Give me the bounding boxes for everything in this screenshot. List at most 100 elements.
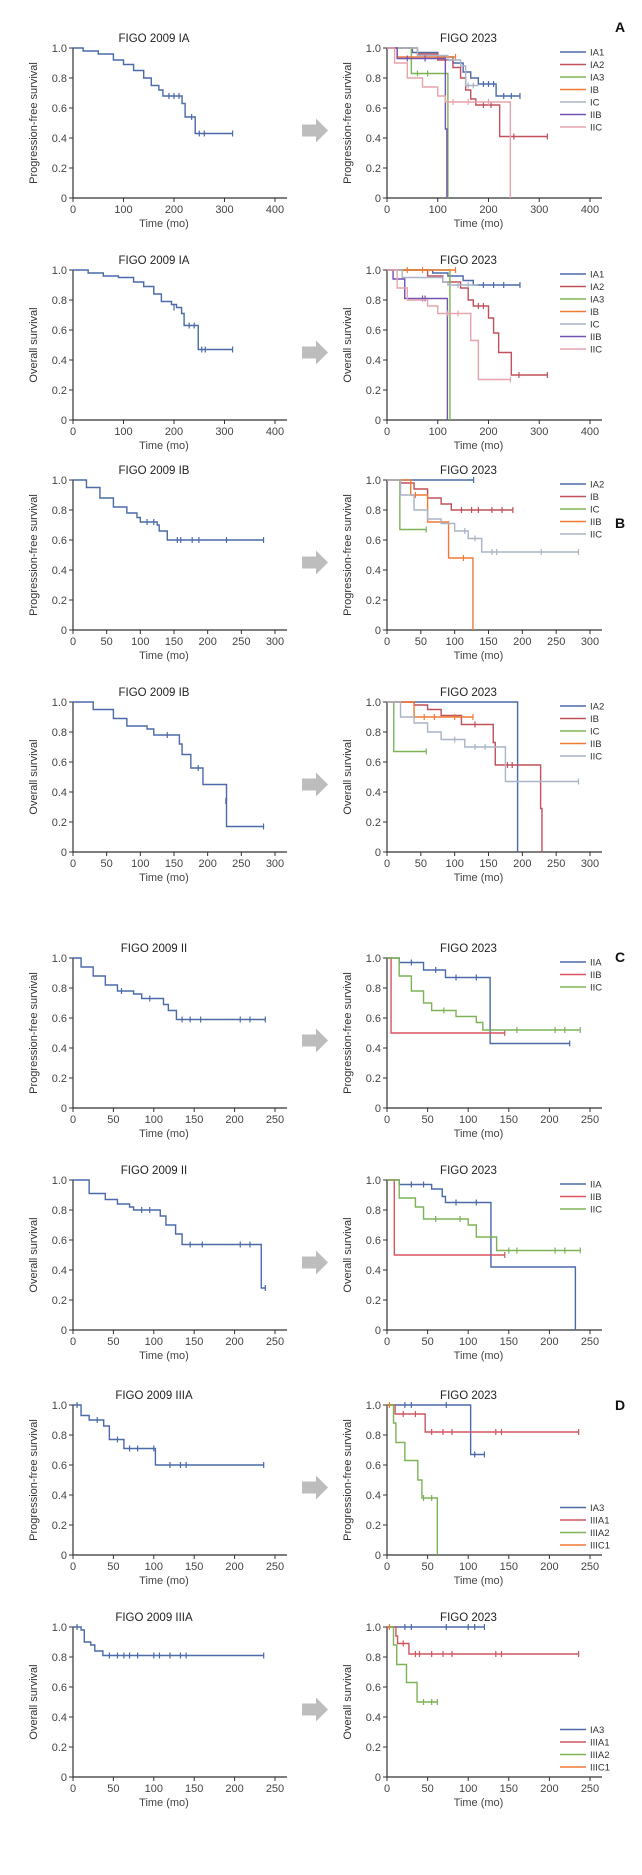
y-tick-label: 0.4 xyxy=(52,1712,67,1724)
y-tick-label: 0.8 xyxy=(52,983,67,995)
km-curve-iic xyxy=(387,957,581,1031)
y-axis-label: Overall survival xyxy=(342,739,354,814)
y-tick-label: 0.6 xyxy=(52,103,67,115)
y-tick-label: 1.0 xyxy=(52,1400,67,1412)
x-tick-label: 200 xyxy=(225,1114,243,1126)
chart-title: FIGO 2023 xyxy=(440,465,497,477)
x-tick-label: 250 xyxy=(581,1783,599,1795)
chart-title: FIGO 2023 xyxy=(440,687,497,699)
x-tick-label: 50 xyxy=(421,1561,433,1573)
y-tick-label: 0.8 xyxy=(366,295,381,307)
y-axis-label: Progression-free survival xyxy=(342,494,354,616)
y-tick-label: 1.0 xyxy=(52,265,67,277)
x-tick-label: 100 xyxy=(145,1114,163,1126)
y-tick-label: 0 xyxy=(375,847,381,859)
chart-title: FIGO 2009 IIIA xyxy=(115,1390,193,1402)
km-curve-ia2 xyxy=(387,269,548,376)
y-tick-label: 0 xyxy=(375,1772,381,1784)
y-tick-label: 0.4 xyxy=(366,1043,381,1055)
km-curve-iiia1 xyxy=(387,1626,579,1655)
x-axis-label: Time (mo) xyxy=(454,1350,504,1362)
km-curve-iib xyxy=(387,957,505,1034)
y-axis-label: Overall survival xyxy=(28,1217,40,1292)
y-tick-label: 0.2 xyxy=(52,1295,67,1307)
km-chart-D-pfs-2009: FIGO 2009 IIIA 0 0.2 0.4 0.6 0.8 1.0 0 50 100 150 2… xyxy=(28,1390,287,1587)
x-tick-label: 150 xyxy=(500,1114,518,1126)
km-curve-ia1 xyxy=(387,269,520,286)
legend-label: IA1 xyxy=(590,270,604,281)
x-tick-label: 0 xyxy=(70,204,76,216)
x-axis-label: Time (mo) xyxy=(139,1128,189,1140)
y-tick-label: 0 xyxy=(61,847,67,859)
legend-label: IIIA1 xyxy=(590,1738,610,1749)
right-arrow-icon xyxy=(302,118,328,143)
panel-letter-c: C xyxy=(615,949,625,965)
km-curve-figo-2009-iiia xyxy=(73,1626,264,1657)
x-tick-label: 50 xyxy=(107,1114,119,1126)
y-tick-label: 0.6 xyxy=(366,535,381,547)
y-tick-label: 0.4 xyxy=(366,1265,381,1277)
legend-label: IC xyxy=(590,727,600,738)
y-tick-label: 0.2 xyxy=(52,595,67,607)
km-chart-C-os-2009: FIGO 2009 II 0 0.2 0.4 0.6 0.8 1.0 0 50 100 150 200… xyxy=(28,1165,287,1362)
x-tick-label: 0 xyxy=(384,1336,390,1348)
x-tick-label: 0 xyxy=(384,858,390,870)
x-tick-label: 150 xyxy=(185,1783,203,1795)
panel-letter-a: A xyxy=(615,19,625,35)
y-tick-label: 0.4 xyxy=(52,1265,67,1277)
chart-title: FIGO 2009 IB xyxy=(119,465,190,477)
x-tick-label: 200 xyxy=(513,858,531,870)
y-tick-label: 1.0 xyxy=(52,697,67,709)
x-tick-label: 400 xyxy=(581,426,599,438)
x-axis-label: Time (mo) xyxy=(454,1797,504,1809)
legend-label: IIIA1 xyxy=(590,1516,610,1527)
km-curve-iib xyxy=(387,269,449,420)
y-tick-label: 0.6 xyxy=(52,1013,67,1025)
y-tick-label: 0.2 xyxy=(52,1742,67,1754)
legend-label: IIA xyxy=(590,1180,602,1191)
x-axis-label: Time (mo) xyxy=(454,1128,504,1140)
y-axis-label: Progression-free survival xyxy=(28,62,40,184)
right-arrow-icon xyxy=(302,1475,328,1500)
chart-title: FIGO 2009 II xyxy=(121,943,187,955)
y-tick-label: 1.0 xyxy=(366,1622,381,1634)
y-tick-label: 0.8 xyxy=(366,1652,381,1664)
km-curve-figo-2009-ib xyxy=(73,701,264,828)
x-tick-label: 50 xyxy=(107,1783,119,1795)
legend-label: IA3 xyxy=(590,73,604,84)
y-tick-label: 0.6 xyxy=(366,757,381,769)
y-tick-label: 0.6 xyxy=(52,325,67,337)
y-tick-label: 0.4 xyxy=(52,355,67,367)
x-tick-label: 100 xyxy=(145,1561,163,1573)
x-tick-label: 400 xyxy=(581,204,599,216)
legend-label: IA3 xyxy=(590,295,604,306)
legend-label: IIC xyxy=(590,123,602,134)
chart-title: FIGO 2009 IA xyxy=(119,255,190,267)
legend-label: IIC xyxy=(590,983,602,994)
x-tick-label: 50 xyxy=(101,636,113,648)
x-tick-label: 100 xyxy=(429,426,447,438)
km-curve-iib xyxy=(387,479,474,630)
legend-label: IB xyxy=(590,307,599,318)
x-tick-label: 150 xyxy=(185,1114,203,1126)
right-arrow-icon xyxy=(302,1028,328,1053)
x-tick-label: 100 xyxy=(114,204,132,216)
legend-label: IIA xyxy=(590,958,602,969)
y-axis-label: Progression-free survival xyxy=(28,494,40,616)
km-curve-ib xyxy=(387,701,543,852)
km-curve-figo-2009-iiia xyxy=(73,1404,264,1466)
km-curve-figo-2009-ii xyxy=(73,1179,266,1289)
x-tick-label: 200 xyxy=(540,1114,558,1126)
km-curve-ia2 xyxy=(387,47,548,138)
y-tick-label: 0.4 xyxy=(52,1043,67,1055)
chart-title: FIGO 2009 IIIA xyxy=(115,1612,193,1624)
x-tick-label: 100 xyxy=(459,1783,477,1795)
km-curve-figo-2009-ia xyxy=(73,269,233,351)
y-tick-label: 0.8 xyxy=(52,1652,67,1664)
x-tick-label: 200 xyxy=(540,1783,558,1795)
x-tick-label: 100 xyxy=(459,1114,477,1126)
y-axis-label: Progression-free survival xyxy=(342,1419,354,1541)
x-tick-label: 0 xyxy=(70,426,76,438)
